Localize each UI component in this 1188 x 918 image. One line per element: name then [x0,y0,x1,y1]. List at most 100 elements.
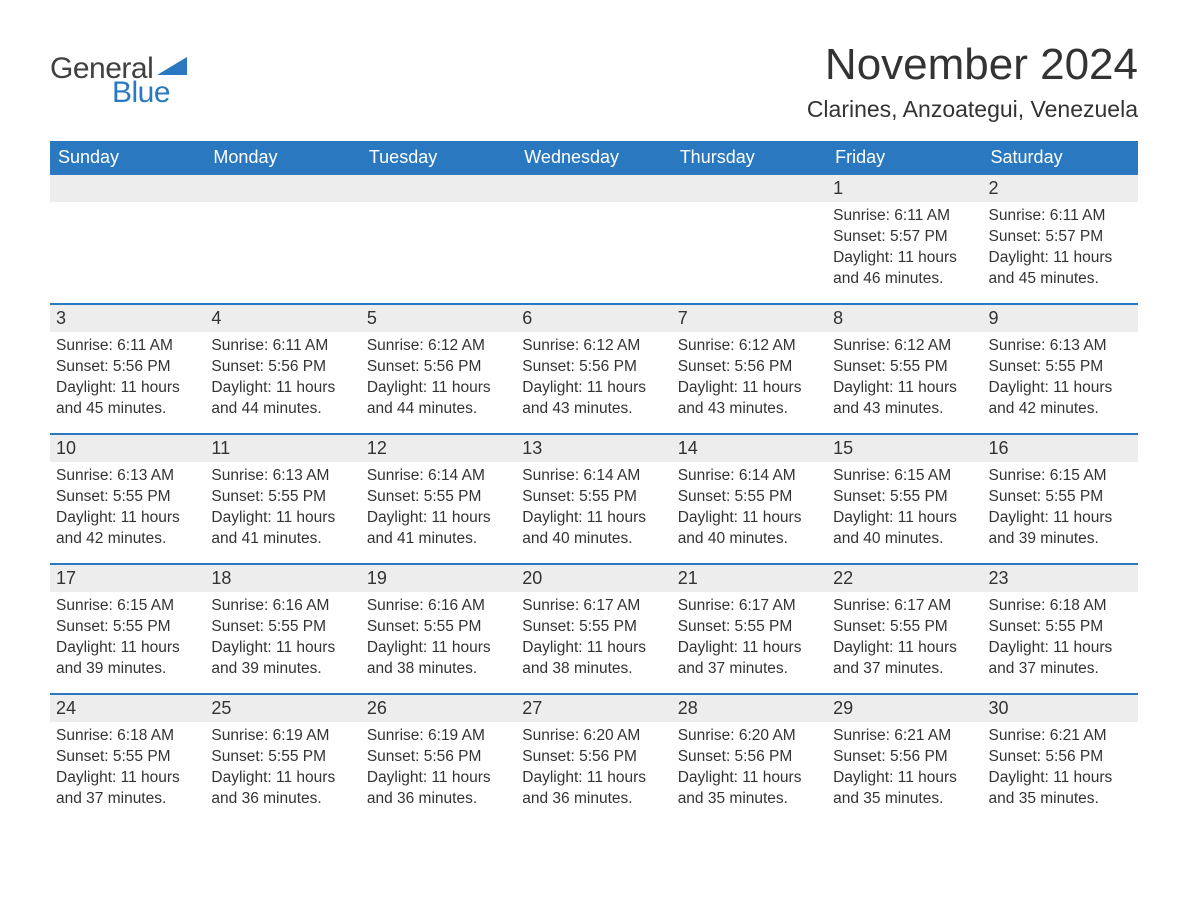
daylight-line-2: and 42 minutes. [989,399,1132,420]
sunrise-line: Sunrise: 6:13 AM [56,466,199,487]
day-details: Sunrise: 6:13 AMSunset: 5:55 PMDaylight:… [205,462,360,556]
day-number: 20 [516,565,671,592]
day-details: Sunrise: 6:12 AMSunset: 5:55 PMDaylight:… [827,332,982,426]
day-cell: 3Sunrise: 6:11 AMSunset: 5:56 PMDaylight… [50,305,205,433]
daylight-line-2: and 44 minutes. [211,399,354,420]
daylight-line-1: Daylight: 11 hours [833,638,976,659]
sunrise-line: Sunrise: 6:17 AM [833,596,976,617]
day-number: 18 [205,565,360,592]
title-block: November 2024 Clarines, Anzoategui, Vene… [807,40,1138,123]
day-number: 22 [827,565,982,592]
daylight-line-1: Daylight: 11 hours [989,508,1132,529]
day-details: Sunrise: 6:19 AMSunset: 5:55 PMDaylight:… [205,722,360,816]
day-number: 12 [361,435,516,462]
day-cell: 25Sunrise: 6:19 AMSunset: 5:55 PMDayligh… [205,695,360,823]
daylight-line-2: and 46 minutes. [833,269,976,290]
sunset-line: Sunset: 5:55 PM [211,487,354,508]
day-cell: 28Sunrise: 6:20 AMSunset: 5:56 PMDayligh… [672,695,827,823]
day-details: Sunrise: 6:19 AMSunset: 5:56 PMDaylight:… [361,722,516,816]
day-details: Sunrise: 6:17 AMSunset: 5:55 PMDaylight:… [827,592,982,686]
week-row: 17Sunrise: 6:15 AMSunset: 5:55 PMDayligh… [50,563,1138,693]
day-number: 3 [50,305,205,332]
day-number: 27 [516,695,671,722]
daylight-line-2: and 37 minutes. [833,659,976,680]
daylight-line-2: and 36 minutes. [522,789,665,810]
day-details: Sunrise: 6:18 AMSunset: 5:55 PMDaylight:… [50,722,205,816]
day-details: Sunrise: 6:13 AMSunset: 5:55 PMDaylight:… [50,462,205,556]
day-cell: 24Sunrise: 6:18 AMSunset: 5:55 PMDayligh… [50,695,205,823]
daylight-line-1: Daylight: 11 hours [833,248,976,269]
day-details: Sunrise: 6:12 AMSunset: 5:56 PMDaylight:… [516,332,671,426]
sunset-line: Sunset: 5:55 PM [56,487,199,508]
day-details: Sunrise: 6:15 AMSunset: 5:55 PMDaylight:… [983,462,1138,556]
sunset-line: Sunset: 5:56 PM [367,747,510,768]
sunset-line: Sunset: 5:55 PM [989,357,1132,378]
daylight-line-1: Daylight: 11 hours [211,638,354,659]
day-cell: 4Sunrise: 6:11 AMSunset: 5:56 PMDaylight… [205,305,360,433]
day-cell: 12Sunrise: 6:14 AMSunset: 5:55 PMDayligh… [361,435,516,563]
sunrise-line: Sunrise: 6:15 AM [833,466,976,487]
day-details: Sunrise: 6:21 AMSunset: 5:56 PMDaylight:… [983,722,1138,816]
daylight-line-1: Daylight: 11 hours [522,768,665,789]
sunrise-line: Sunrise: 6:12 AM [833,336,976,357]
daylight-line-1: Daylight: 11 hours [367,638,510,659]
sunset-line: Sunset: 5:56 PM [211,357,354,378]
daylight-line-1: Daylight: 11 hours [989,378,1132,399]
sunrise-line: Sunrise: 6:19 AM [211,726,354,747]
daylight-line-2: and 44 minutes. [367,399,510,420]
brand-text-blue: Blue [112,76,170,110]
daylight-line-1: Daylight: 11 hours [367,508,510,529]
day-cell-empty [205,175,360,303]
day-number: 25 [205,695,360,722]
day-number: 2 [983,175,1138,202]
day-cell: 19Sunrise: 6:16 AMSunset: 5:55 PMDayligh… [361,565,516,693]
daylight-line-1: Daylight: 11 hours [989,768,1132,789]
sunset-line: Sunset: 5:55 PM [989,487,1132,508]
day-details: Sunrise: 6:20 AMSunset: 5:56 PMDaylight:… [672,722,827,816]
day-number: 30 [983,695,1138,722]
daylight-line-1: Daylight: 11 hours [522,508,665,529]
day-cell: 15Sunrise: 6:15 AMSunset: 5:55 PMDayligh… [827,435,982,563]
daylight-line-1: Daylight: 11 hours [833,768,976,789]
daylight-line-2: and 37 minutes. [989,659,1132,680]
daylight-line-2: and 39 minutes. [989,529,1132,550]
sunset-line: Sunset: 5:57 PM [833,227,976,248]
weekday-label: Wednesday [516,141,671,175]
day-details: Sunrise: 6:17 AMSunset: 5:55 PMDaylight:… [672,592,827,686]
daylight-line-2: and 45 minutes. [56,399,199,420]
day-details: Sunrise: 6:11 AMSunset: 5:57 PMDaylight:… [827,202,982,296]
daylight-line-2: and 43 minutes. [833,399,976,420]
daylight-line-1: Daylight: 11 hours [522,378,665,399]
sunset-line: Sunset: 5:56 PM [522,357,665,378]
day-cell-empty [672,175,827,303]
day-details: Sunrise: 6:14 AMSunset: 5:55 PMDaylight:… [361,462,516,556]
sunset-line: Sunset: 5:56 PM [678,357,821,378]
daylight-line-1: Daylight: 11 hours [211,508,354,529]
daylight-line-2: and 40 minutes. [833,529,976,550]
sunrise-line: Sunrise: 6:14 AM [367,466,510,487]
day-cell: 26Sunrise: 6:19 AMSunset: 5:56 PMDayligh… [361,695,516,823]
day-cell: 23Sunrise: 6:18 AMSunset: 5:55 PMDayligh… [983,565,1138,693]
day-details: Sunrise: 6:15 AMSunset: 5:55 PMDaylight:… [50,592,205,686]
daylight-line-2: and 36 minutes. [367,789,510,810]
day-number: 17 [50,565,205,592]
month-title: November 2024 [807,40,1138,90]
sunset-line: Sunset: 5:55 PM [367,617,510,638]
day-cell: 11Sunrise: 6:13 AMSunset: 5:55 PMDayligh… [205,435,360,563]
sunrise-line: Sunrise: 6:18 AM [56,726,199,747]
day-cell: 5Sunrise: 6:12 AMSunset: 5:56 PMDaylight… [361,305,516,433]
sunrise-line: Sunrise: 6:14 AM [522,466,665,487]
daylight-line-1: Daylight: 11 hours [367,768,510,789]
day-details: Sunrise: 6:11 AMSunset: 5:56 PMDaylight:… [50,332,205,426]
day-cell: 20Sunrise: 6:17 AMSunset: 5:55 PMDayligh… [516,565,671,693]
sunset-line: Sunset: 5:55 PM [522,487,665,508]
daylight-line-2: and 39 minutes. [56,659,199,680]
weekday-header-row: SundayMondayTuesdayWednesdayThursdayFrid… [50,141,1138,175]
daylight-line-1: Daylight: 11 hours [367,378,510,399]
daylight-line-2: and 40 minutes. [678,529,821,550]
day-cell: 22Sunrise: 6:17 AMSunset: 5:55 PMDayligh… [827,565,982,693]
day-details: Sunrise: 6:15 AMSunset: 5:55 PMDaylight:… [827,462,982,556]
sunset-line: Sunset: 5:55 PM [833,487,976,508]
location-subtitle: Clarines, Anzoategui, Venezuela [807,96,1138,123]
sunrise-line: Sunrise: 6:20 AM [678,726,821,747]
